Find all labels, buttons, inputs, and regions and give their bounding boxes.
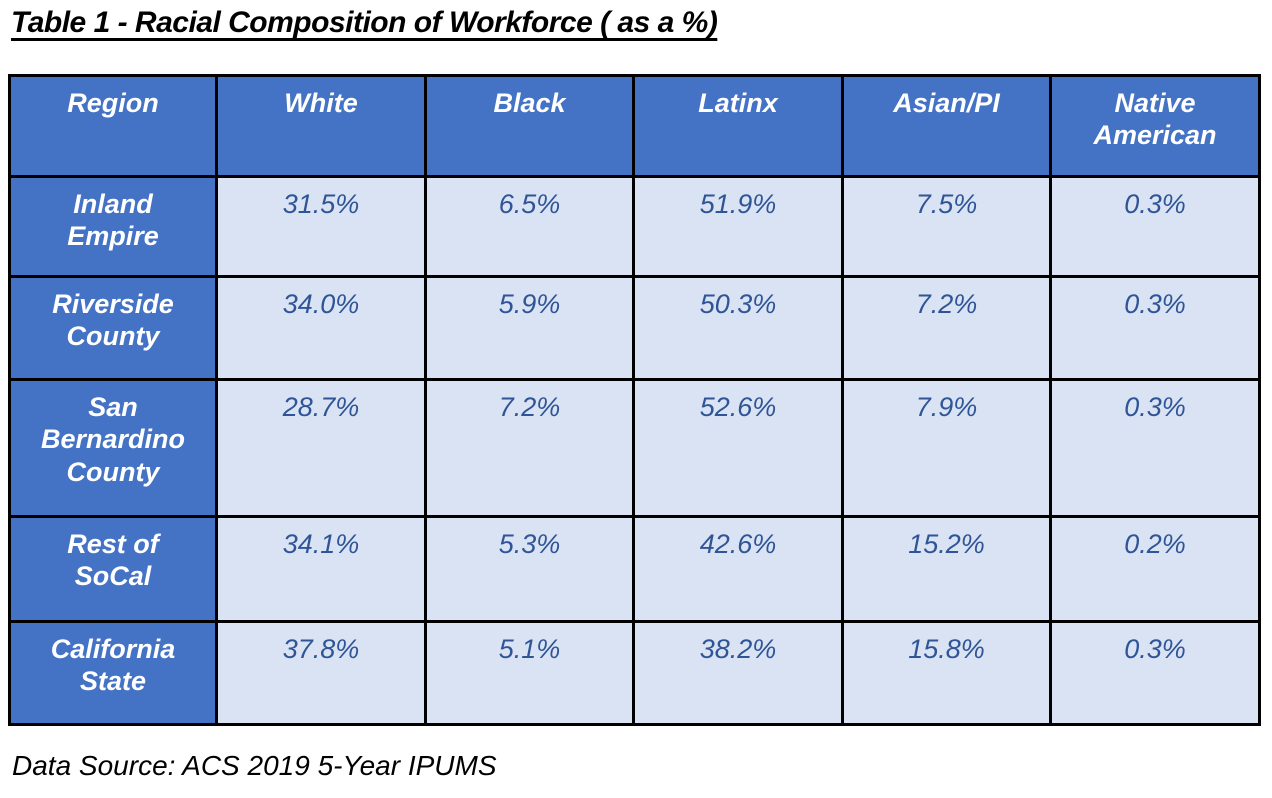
value-cell: 0.3% bbox=[1049, 275, 1261, 381]
value-cell: 38.2% bbox=[632, 620, 844, 726]
table-row: California State 37.8% 5.1% 38.2% 15.8% … bbox=[8, 620, 1261, 726]
data-source-note: Data Source: ACS 2019 5-Year IPUMS bbox=[12, 750, 497, 781]
value-cell: 34.0% bbox=[215, 275, 427, 381]
row-header-san-bernardino-county: San Bernardino County bbox=[8, 378, 218, 518]
value-cell: 5.9% bbox=[424, 275, 635, 381]
table-row: Riverside County 34.0% 5.9% 50.3% 7.2% 0… bbox=[8, 275, 1261, 381]
table-row: Rest of SoCal 34.1% 5.3% 42.6% 15.2% 0.2… bbox=[8, 515, 1261, 623]
value-cell: 0.3% bbox=[1049, 620, 1261, 726]
row-header-inland-empire: Inland Empire bbox=[8, 175, 218, 278]
value-cell: 0.3% bbox=[1049, 378, 1261, 518]
value-cell: 31.5% bbox=[215, 175, 427, 278]
column-header-native-american: Native American bbox=[1049, 74, 1261, 178]
value-cell: 7.2% bbox=[841, 275, 1052, 381]
value-cell: 51.9% bbox=[632, 175, 844, 278]
column-header-region: Region bbox=[8, 74, 218, 178]
value-cell: 7.9% bbox=[841, 378, 1052, 518]
column-header-asian-pi: Asian/PI bbox=[841, 74, 1052, 178]
table-row: Inland Empire 31.5% 6.5% 51.9% 7.5% 0.3% bbox=[8, 175, 1261, 278]
table-row: San Bernardino County 28.7% 7.2% 52.6% 7… bbox=[8, 378, 1261, 518]
value-cell: 15.2% bbox=[841, 515, 1052, 623]
value-cell: 7.2% bbox=[424, 378, 635, 518]
column-header-black: Black bbox=[424, 74, 635, 178]
header-row: Region White Black Latinx Asian/PI Nativ… bbox=[8, 74, 1261, 178]
value-cell: 15.8% bbox=[841, 620, 1052, 726]
value-cell: 37.8% bbox=[215, 620, 427, 726]
value-cell: 0.3% bbox=[1049, 175, 1261, 278]
row-header-california-state: California State bbox=[8, 620, 218, 726]
value-cell: 28.7% bbox=[215, 378, 427, 518]
value-cell: 5.3% bbox=[424, 515, 635, 623]
racial-composition-table: Region White Black Latinx Asian/PI Nativ… bbox=[8, 74, 1261, 726]
value-cell: 0.2% bbox=[1049, 515, 1261, 623]
column-header-latinx: Latinx bbox=[632, 74, 844, 178]
column-header-white: White bbox=[215, 74, 427, 178]
value-cell: 34.1% bbox=[215, 515, 427, 623]
row-header-riverside-county: Riverside County bbox=[8, 275, 218, 381]
value-cell: 52.6% bbox=[632, 378, 844, 518]
value-cell: 5.1% bbox=[424, 620, 635, 726]
value-cell: 6.5% bbox=[424, 175, 635, 278]
value-cell: 7.5% bbox=[841, 175, 1052, 278]
table-caption: Table 1 - Racial Composition of Workforc… bbox=[11, 6, 718, 39]
value-cell: 50.3% bbox=[632, 275, 844, 381]
row-header-rest-of-socal: Rest of SoCal bbox=[8, 515, 218, 623]
value-cell: 42.6% bbox=[632, 515, 844, 623]
